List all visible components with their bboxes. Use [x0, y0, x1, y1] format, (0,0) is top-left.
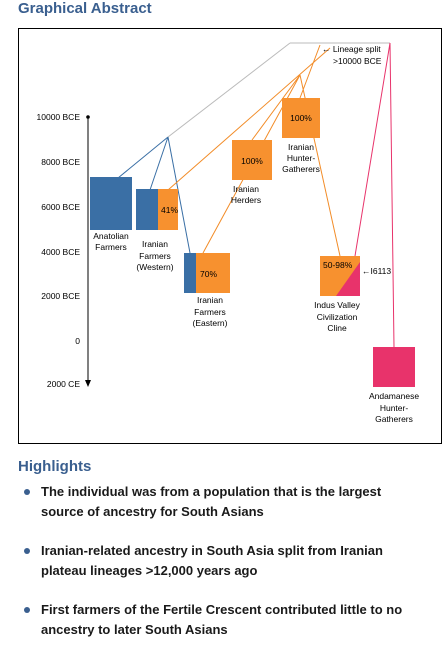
- percent: 70%: [200, 269, 217, 279]
- label: Anatolian: [93, 231, 129, 241]
- block: [90, 177, 132, 230]
- arrow: [85, 380, 91, 387]
- percent: 100%: [241, 156, 263, 166]
- block: [282, 98, 320, 138]
- time-label: 8000 BCE: [41, 157, 80, 167]
- highlights: The individual was from a population tha…: [22, 482, 422, 659]
- label: Cline: [327, 323, 347, 333]
- label: Iranian: [288, 142, 314, 152]
- time-label: 10000 BCE: [37, 112, 81, 122]
- time-labels: 10000 BCE 8000 BCE 6000 BCE 4000 BCE 200…: [37, 112, 81, 389]
- percent: 50-98%: [323, 260, 353, 270]
- highlight: Iranian-related ancestry in South Asia s…: [22, 541, 422, 581]
- block: [232, 140, 272, 180]
- time-label: 6000 BCE: [41, 202, 80, 212]
- label: Andamanese: [369, 391, 419, 401]
- block: [336, 262, 360, 296]
- label: Farmers: [139, 251, 171, 261]
- label: Indus Valley: [314, 300, 360, 310]
- label: (Eastern): [193, 318, 228, 328]
- label: Civilization: [317, 312, 358, 322]
- highlight: First farmers of the Fertile Crescent co…: [22, 600, 422, 640]
- block: [196, 253, 230, 293]
- block: [158, 189, 178, 230]
- diagram: 10000 BCE 8000 BCE 6000 BCE 4000 BCE 200…: [18, 28, 442, 444]
- label: Gatherers: [375, 414, 413, 424]
- sample: ←I6113: [362, 266, 391, 276]
- time-label: 2000 BCE: [41, 291, 80, 301]
- label: Iranian: [197, 295, 223, 305]
- highlight: The individual was from a population tha…: [22, 482, 422, 522]
- block: [184, 253, 196, 293]
- group-labels: Anatolian Farmers Iranian Farmers (Weste…: [93, 142, 419, 424]
- title: Graphical Abstract: [18, 0, 152, 17]
- label: Farmers: [95, 242, 127, 252]
- percent: 41%: [161, 205, 178, 215]
- block: [136, 189, 158, 230]
- time-label: 0: [75, 336, 80, 346]
- label: Farmers: [194, 307, 226, 317]
- label: Iranian: [142, 239, 168, 249]
- label: Gatherers: [282, 164, 320, 174]
- tree-lines: [117, 42, 395, 348]
- time-label: 4000 BCE: [41, 247, 80, 257]
- annotation: >10000 BCE: [333, 56, 382, 66]
- frame: [18, 28, 442, 444]
- label: Herders: [231, 195, 261, 205]
- page: Graphical Abstract 10000 BCE 8000 BCE 60…: [18, 0, 442, 637]
- label: Hunter-: [380, 403, 409, 413]
- label: (Western): [136, 262, 173, 272]
- time-label: 2000 CE: [47, 379, 80, 389]
- percent: 100%: [290, 113, 312, 123]
- dot: [86, 115, 90, 119]
- annotation: ← Lineage split: [322, 44, 381, 54]
- block: [373, 347, 415, 387]
- label: Iranian: [233, 184, 259, 194]
- label: Hunter-: [287, 153, 316, 163]
- highlights-title: Highlights: [18, 458, 92, 475]
